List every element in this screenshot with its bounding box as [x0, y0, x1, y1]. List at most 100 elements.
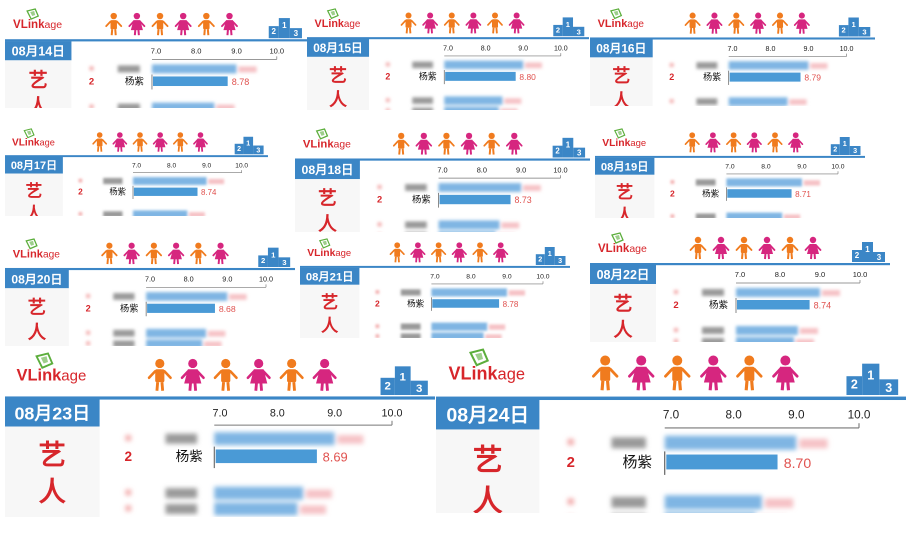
- vlinkage-logo: VLinkage: [602, 128, 646, 149]
- x-axis: 7.0 8.0 9.0 10.0: [213, 408, 402, 426]
- date-label: 08月15日: [313, 42, 363, 55]
- ranking-panel: VLinkage 2 1 3 08月23日艺人 7.0 8.0 9.0 10.0 2 杨紫 8.69: [5, 352, 435, 517]
- section-label-2: 人: [29, 96, 49, 108]
- svg-text:2: 2: [538, 254, 542, 263]
- svg-text:VLinkage: VLinkage: [12, 138, 55, 149]
- svg-text:VLinkage: VLinkage: [315, 18, 361, 30]
- date-badge: [590, 39, 653, 58]
- vlinkage-logo: VLinkage: [13, 8, 62, 31]
- artist-name: 杨紫: [120, 302, 138, 313]
- obscured-rows: [89, 64, 257, 108]
- highlight-row: 2 杨紫 8.73: [377, 192, 532, 208]
- podium-chart-icon: 213: [830, 137, 861, 155]
- female-figure-icon: [706, 12, 723, 34]
- male-figure-icon: [472, 242, 488, 263]
- female-figure-icon: [788, 132, 804, 153]
- svg-text:3: 3: [577, 149, 582, 158]
- header-rule: [595, 155, 865, 158]
- section-label-1: 艺: [321, 292, 338, 312]
- section-label-1: 艺: [329, 64, 347, 85]
- people-icons: [92, 132, 208, 152]
- score-label: 8.69: [323, 450, 348, 465]
- male-figure-icon: [684, 12, 701, 34]
- ranking-panel: VLinkage 2 1 3 08月20日艺人 7.0 8.0 9.0 10.0 2 杨紫 8.68: [5, 238, 295, 346]
- obscured-rows: [377, 183, 541, 232]
- female-figure-icon: [174, 12, 192, 36]
- tick-label: 10.0: [235, 162, 248, 169]
- ranking-panel: VLinkage 2 1 3 08月14日艺人 7.0 8.0 9.0 10.0 2 杨紫 8.78: [5, 8, 307, 108]
- male-figure-icon: [190, 242, 207, 265]
- score-bar: [729, 72, 801, 82]
- tick-label: 8.0: [191, 46, 201, 55]
- female-figure-icon: [465, 12, 482, 34]
- score-label: 8.79: [804, 73, 821, 83]
- svg-text:3: 3: [885, 381, 892, 395]
- male-figure-icon: [781, 236, 799, 260]
- tick-label: 8.0: [270, 408, 285, 420]
- header-rule: [590, 263, 890, 266]
- svg-text:2: 2: [833, 144, 837, 153]
- svg-text:2: 2: [555, 147, 560, 156]
- date-label: 08月19日: [601, 160, 649, 173]
- female-figure-icon: [460, 132, 478, 155]
- svg-text:1: 1: [566, 141, 571, 150]
- date-badge: [307, 39, 370, 57]
- highlight-row: 2 杨紫 8.71: [670, 187, 811, 201]
- highlight-row: 2 杨紫 8.69: [124, 446, 348, 469]
- female-figure-icon: [628, 355, 655, 391]
- podium-chart-icon: 213: [846, 363, 899, 395]
- tick-label: 9.0: [502, 274, 512, 281]
- male-figure-icon: [279, 358, 304, 391]
- svg-text:2: 2: [261, 256, 265, 265]
- ranking-panel: VLinkage 2 1 3 08月19日艺人 7.0 8.0 9.0 10.0 2 杨紫 8.71: [595, 128, 865, 218]
- svg-text:3: 3: [294, 29, 299, 38]
- highlight-row: 2 杨紫 8.80: [385, 70, 536, 85]
- rank-label: 2: [377, 195, 382, 205]
- tick-label: 9.0: [788, 409, 805, 422]
- svg-text:2: 2: [385, 380, 391, 392]
- tick-label: 7.0: [437, 165, 447, 174]
- people-icons: [400, 12, 525, 34]
- date-label: 08月20日: [11, 272, 62, 286]
- people-icons: [684, 132, 804, 153]
- tick-label: 8.0: [167, 162, 176, 169]
- vlinkage-logo: VLinkage: [307, 238, 351, 259]
- score-bar: [727, 189, 792, 198]
- date-label: 08月21日: [306, 270, 354, 283]
- tick-label: 9.0: [231, 46, 241, 55]
- rank-label: 2: [89, 77, 94, 88]
- section-label-2: 人: [26, 204, 43, 216]
- male-figure-icon: [172, 132, 188, 152]
- section-label-2: 人: [613, 319, 633, 341]
- artist-name: 杨紫: [419, 70, 437, 81]
- podium-chart-icon: 213: [838, 17, 871, 37]
- score-bar: [439, 194, 511, 205]
- section-label-2: 人: [318, 213, 337, 232]
- ranking-panel: VLinkage 2 1 3 08月18日艺人 7.0 8.0 9.0 10.0 2 杨紫 8.73: [295, 128, 590, 232]
- date-badge: [5, 156, 63, 174]
- section-label-1: 艺: [318, 188, 337, 209]
- svg-text:3: 3: [877, 253, 882, 262]
- obscured-rows: [674, 288, 840, 342]
- highlight-row: 2 杨紫 8.78: [89, 74, 249, 90]
- tick-label: 10.0: [259, 275, 273, 284]
- obscured-rows: [670, 178, 820, 218]
- highlight-row: 2 杨紫 8.74: [673, 298, 831, 313]
- people-icons: [147, 358, 337, 391]
- x-axis: 7.0 8.0 9.0 10.0: [151, 46, 284, 60]
- podium-chart-icon: 213: [552, 137, 586, 158]
- date-badge: [590, 265, 656, 284]
- svg-text:1: 1: [843, 139, 847, 148]
- svg-text:2: 2: [556, 25, 560, 34]
- date-badge: [595, 157, 655, 175]
- female-figure-icon: [123, 242, 140, 265]
- svg-text:VLinkage: VLinkage: [449, 363, 525, 383]
- score-bar: [215, 449, 317, 464]
- date-label: 08月14日: [12, 44, 65, 58]
- x-axis: 7.0 8.0 9.0 10.0: [735, 270, 867, 284]
